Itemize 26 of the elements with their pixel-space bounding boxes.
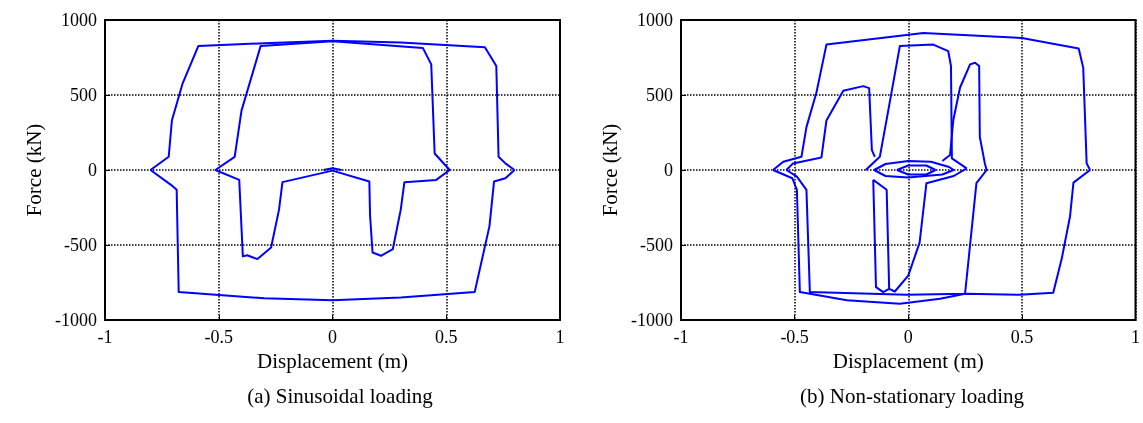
text: (b) Non-stationary loading	[800, 383, 1025, 408]
y-tick-label: -500	[64, 235, 97, 255]
y-tick-label: -1000	[55, 310, 97, 330]
y-tick-label: 1000	[637, 10, 673, 30]
x-tick-label: -0.5	[780, 327, 809, 347]
x-tick-label: 1	[1131, 327, 1140, 347]
text: (a) Sinusoidal loading	[247, 383, 434, 408]
y-tick-label: 1000	[61, 10, 97, 30]
x-axis-title: Displacement (m)	[256, 349, 409, 374]
x-tick-label: -1	[673, 327, 689, 347]
y-tick-label: 0	[664, 160, 673, 180]
x-tick-label: -1	[97, 327, 113, 347]
y-tick-label: 500	[646, 85, 673, 105]
y-tick-label: -500	[640, 235, 673, 255]
y-axis-title: Force (kN)	[597, 123, 622, 217]
x-tick-label: 0.5	[1010, 327, 1034, 347]
y-tick-label: -1000	[631, 310, 673, 330]
x-tick-label: 0	[328, 327, 337, 347]
x-axis-title: Displacement (m)	[832, 349, 984, 374]
y-tick-label: 500	[70, 85, 97, 105]
x-tick-label: -0.5	[204, 327, 233, 347]
y-tick-label: 0	[88, 160, 97, 180]
x-tick-label: 0	[903, 327, 913, 347]
y-axis-title: Force (kN)	[21, 123, 46, 217]
x-tick-label: 1	[555, 327, 565, 347]
x-tick-label: 0.5	[435, 327, 458, 347]
